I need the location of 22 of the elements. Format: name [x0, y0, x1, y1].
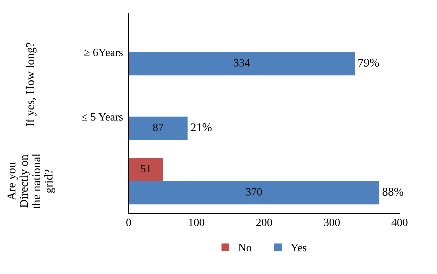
annotation: 88%: [382, 188, 404, 196]
data-label: 87: [153, 124, 164, 132]
legend-label: No: [238, 244, 252, 252]
data-label: 51: [141, 165, 152, 173]
bar: [128, 116, 188, 140]
y-tick-label: ≥ 6Years: [84, 48, 123, 56]
data-label: 334: [234, 59, 250, 67]
annotation: 21%: [191, 124, 212, 132]
bar: [128, 158, 164, 182]
annotation: 79%: [358, 59, 380, 68]
x-tick-label: 0: [126, 218, 132, 226]
y-tick-label: ≤ 5 Years: [82, 114, 123, 121]
x-tick-label: 200: [256, 218, 272, 226]
x-tick-label: 100: [189, 218, 205, 226]
bar: [128, 52, 356, 76]
legend-label: Yes: [290, 244, 307, 252]
x-tick-label: 300: [324, 218, 340, 226]
text: Are you Directly on the national grid?: [8, 154, 56, 210]
bar: [128, 181, 380, 205]
text: If yes, How long?: [26, 42, 37, 127]
x-tick-label: 400: [392, 218, 408, 226]
data-label: 370: [246, 188, 262, 196]
